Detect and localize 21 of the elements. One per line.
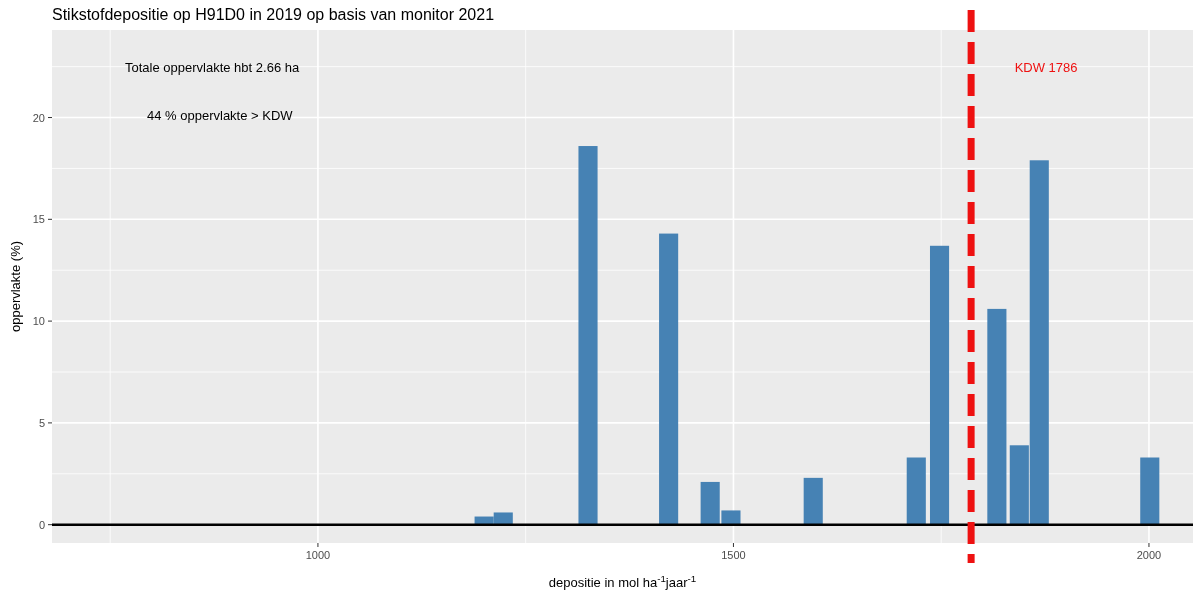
- annotation: Totale oppervlakte hbt 2.66 ha: [125, 60, 300, 75]
- bar: [578, 146, 598, 525]
- bar: [1140, 457, 1160, 525]
- chart-title: Stikstofdepositie op H91D0 in 2019 op basis van monitor 2021: [52, 6, 495, 23]
- ref-line-label: KDW 1786: [1014, 60, 1078, 75]
- bar: [906, 457, 926, 525]
- x-tick-label: 1000: [305, 549, 331, 561]
- x-tick-label: 2000: [1136, 549, 1162, 561]
- y-tick-label: 20: [32, 111, 45, 124]
- y-tick-label: 0: [38, 518, 45, 531]
- bar: [987, 308, 1007, 525]
- x-tick-label: 1500: [721, 549, 746, 561]
- bar: [803, 477, 823, 525]
- y-tick-label: 5: [38, 416, 45, 429]
- y-tick-label: 15: [32, 213, 45, 226]
- y-tick-label: 10: [32, 315, 45, 328]
- annotation: 44 % oppervlakte > KDW: [147, 108, 294, 123]
- y-axis-title: oppervlakte (%): [8, 240, 23, 333]
- x-axis-title: depositie in mol ha$^{-1}$jaar$^{-1}$: [548, 572, 697, 590]
- bar: [659, 233, 679, 525]
- bar: [929, 245, 950, 525]
